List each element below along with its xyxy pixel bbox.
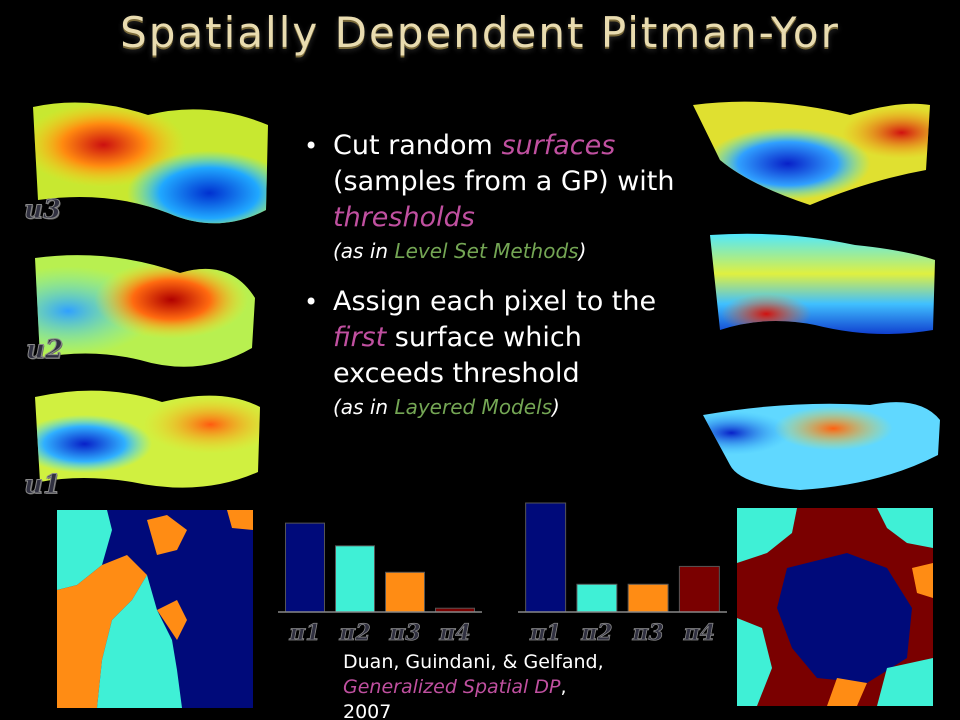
surface-u2 [35, 255, 255, 367]
bullet-item-surfaces: • Cut random surfaces (samples from a GP… [300, 128, 680, 266]
bar-3 [627, 583, 669, 613]
bullet-item-assign: • Assign each pixel to the first surface… [300, 284, 680, 422]
bar-1 [525, 502, 567, 613]
bar-3 [385, 571, 425, 613]
surface-right-middle [710, 233, 935, 334]
bar-label-3: π3 [631, 620, 663, 646]
bullet-subnote: (as in Level Set Methods) [333, 239, 587, 263]
bullet-emphasis: first [333, 322, 387, 353]
bar-label-4: π4 [438, 620, 470, 646]
bar-label-1: π1 [529, 620, 561, 646]
citation: Duan, Guindani, & Gelfand, Generalized S… [343, 650, 703, 720]
segmentation-map-right [737, 508, 933, 706]
bar-2 [576, 583, 618, 613]
bar-label-3: π3 [388, 620, 420, 646]
bullet-dot-icon: • [304, 132, 319, 160]
bullet-text: Assign each pixel to the [333, 286, 657, 317]
bar-2 [335, 545, 375, 613]
surface-label-u2: u2 [26, 335, 64, 366]
surface-label-u1: u1 [24, 470, 62, 501]
bullet-emphasis: thresholds [333, 202, 475, 233]
bullet-text: surface which exceeds threshold [333, 322, 582, 389]
bar-label-2: π2 [580, 620, 612, 646]
bar-chart-right: π1 π2 π3 π4 [518, 502, 727, 646]
segmentation-map-left [57, 510, 253, 708]
bar-label-2: π2 [338, 620, 370, 646]
bar-label-4: π4 [683, 620, 715, 646]
surface-right-top [693, 101, 930, 205]
bullet-text: Cut random [333, 130, 502, 161]
bullet-subnote: (as in Layered Models) [333, 395, 560, 419]
citation-year: 2007 [343, 701, 392, 720]
bar-4 [678, 565, 720, 613]
surface-u1 [35, 390, 260, 488]
bar-1 [285, 522, 325, 613]
bullet-emphasis: surfaces [501, 130, 616, 161]
surface-label-u3: u3 [24, 195, 62, 226]
citation-punct: , [560, 676, 567, 698]
surface-right-bottom [703, 402, 940, 490]
bar-chart-left: π1 π2 π3 π4 [278, 522, 482, 646]
slide-title: Spatially Dependent Pitman-Yor [120, 8, 840, 57]
bullet-text: (samples from a GP) with [333, 166, 675, 197]
bullet-list: • Cut random surfaces (samples from a GP… [300, 128, 680, 440]
bar-label-1: π1 [288, 620, 320, 646]
citation-title: Generalized Spatial DP [343, 676, 561, 698]
bullet-dot-icon: • [304, 288, 319, 316]
citation-authors: Duan, Guindani, & Gelfand, [343, 651, 604, 673]
surface-u3 [33, 102, 268, 224]
